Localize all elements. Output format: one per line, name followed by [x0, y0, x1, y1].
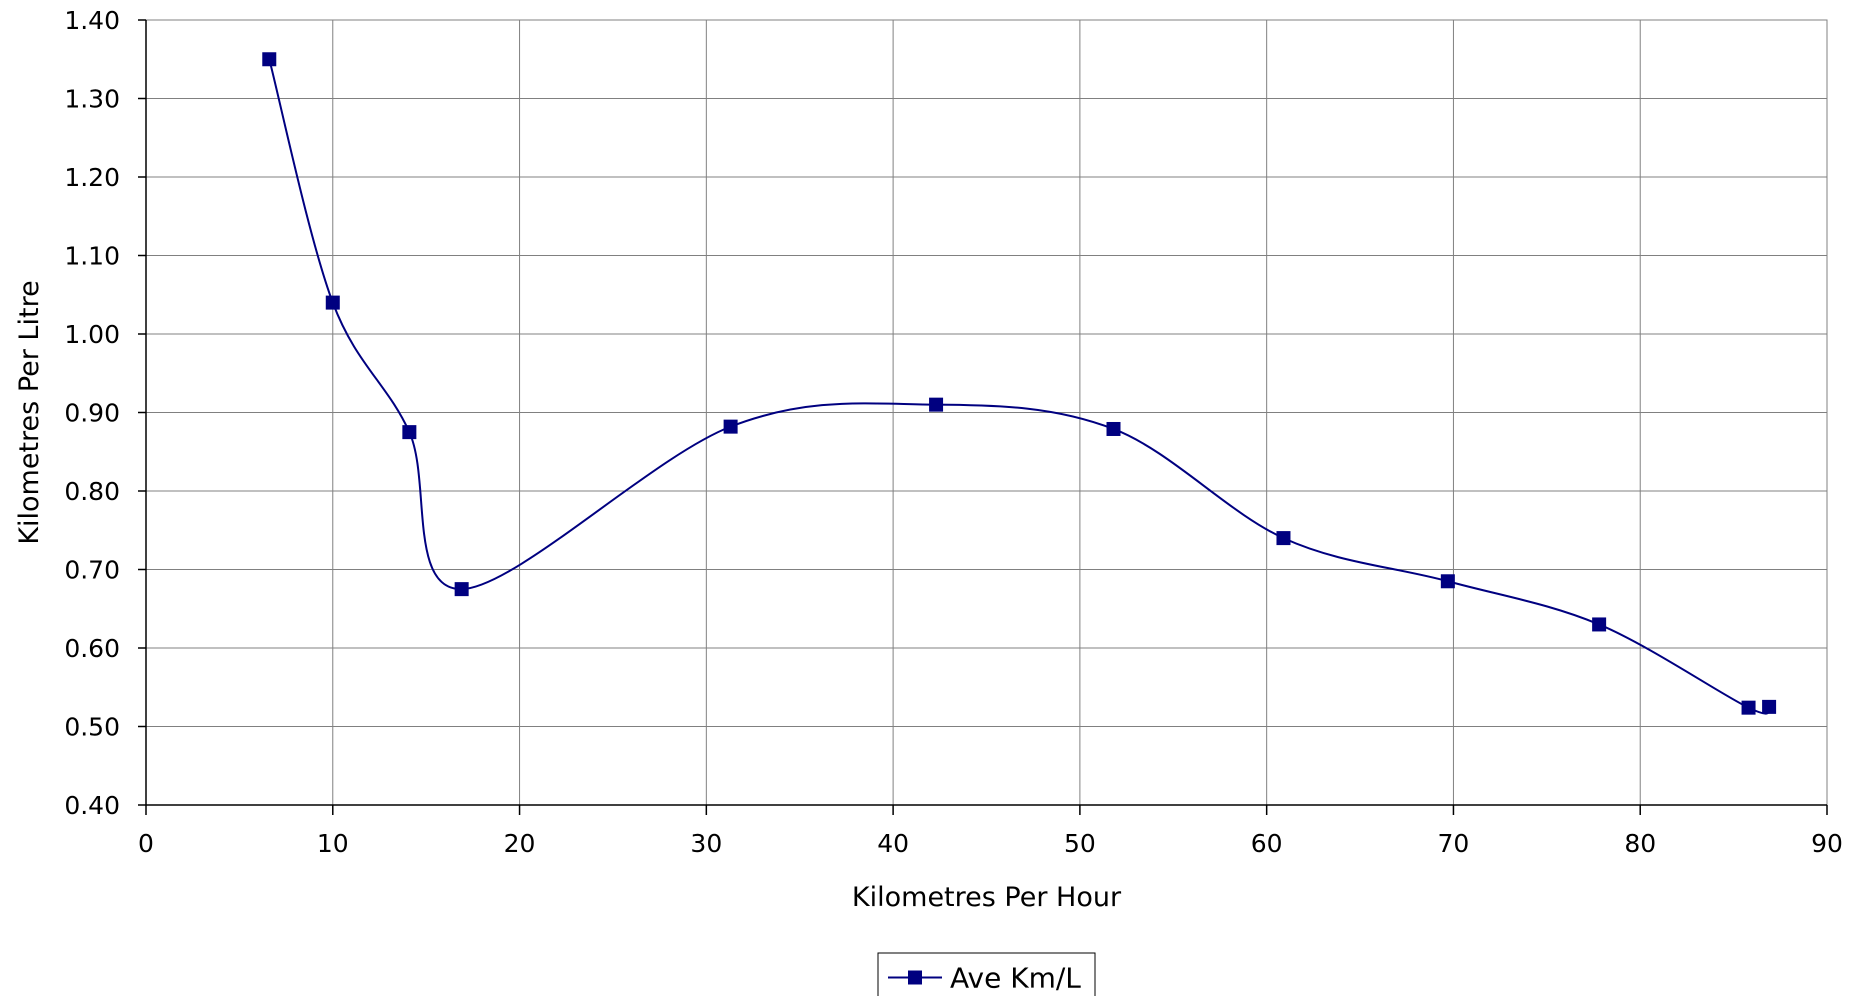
x-tick-label: 60	[1251, 829, 1283, 858]
data-point	[1276, 531, 1291, 546]
x-tick-label: 40	[877, 829, 909, 858]
legend: Ave Km/L	[877, 952, 1096, 1000]
y-tick-label: 1.20	[64, 163, 120, 192]
data-point	[262, 52, 277, 67]
data-point	[1762, 699, 1777, 714]
data-point	[325, 295, 340, 310]
data-point	[1741, 700, 1756, 715]
y-tick-label: 1.40	[64, 6, 120, 35]
tick-labels: 0.40 0.50 0.60 0.70 0.80 0.90 1.00 1.10 1.20 1.30…	[64, 6, 1843, 858]
y-tick-label: 0.50	[64, 713, 120, 742]
x-tick-label: 50	[1064, 829, 1096, 858]
axes	[138, 19, 1828, 815]
y-tick-label: 0.80	[64, 477, 120, 506]
data-point	[1440, 574, 1455, 589]
x-tick-label: 80	[1624, 829, 1656, 858]
data-point	[454, 582, 469, 597]
y-tick-label: 1.30	[64, 85, 120, 114]
data-point	[1592, 617, 1607, 632]
x-tick-label: 30	[690, 829, 722, 858]
legend-label: Ave Km/L	[950, 962, 1081, 995]
y-tick-label: 0.40	[64, 791, 120, 820]
y-tick-label: 0.60	[64, 634, 120, 663]
y-tick-label: 1.00	[64, 320, 120, 349]
grid	[145, 19, 1828, 806]
legend-square-marker	[908, 970, 922, 985]
data-point	[402, 425, 417, 440]
x-tick-label: 10	[317, 829, 349, 858]
x-tick-label: 20	[504, 829, 536, 858]
data-point	[929, 397, 944, 412]
x-tick-label: 0	[138, 829, 154, 858]
x-axis-title: Kilometres Per Hour	[852, 882, 1122, 913]
x-tick-label: 90	[1811, 829, 1843, 858]
y-tick-label: 0.90	[64, 399, 120, 428]
y-axis-title: Kilometres Per Litre	[14, 280, 45, 544]
x-tick-label: 70	[1438, 829, 1470, 858]
series	[262, 52, 1777, 715]
data-point	[1106, 421, 1121, 436]
y-tick-label: 0.70	[64, 556, 120, 585]
data-point	[723, 419, 738, 434]
y-tick-label: 1.10	[64, 242, 120, 271]
